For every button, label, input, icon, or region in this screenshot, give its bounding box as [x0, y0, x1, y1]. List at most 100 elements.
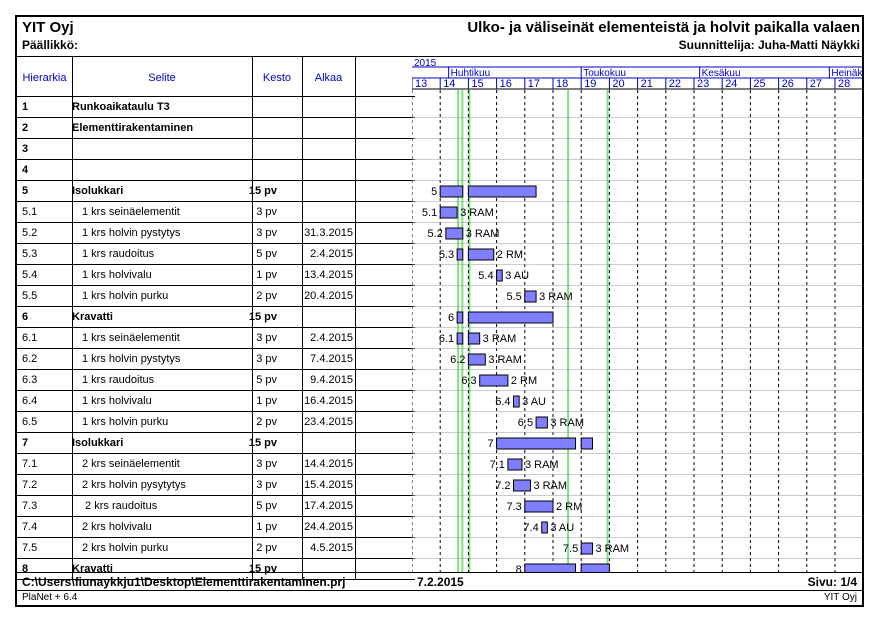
holiday-marker — [606, 90, 609, 572]
row-description: 2 krs raudoitus — [82, 500, 158, 512]
table-row[interactable]: 5.1 1 krs seinäelementit 3 pv — [17, 202, 415, 223]
row-start: 7.4.2015 — [310, 353, 353, 365]
row-hierarchy: 4 — [22, 164, 29, 176]
row-duration: 3 pv — [256, 227, 277, 239]
week-label: 28 — [838, 78, 850, 90]
row-duration: 2 pv — [256, 542, 277, 554]
row-duration — [242, 97, 277, 117]
table-row[interactable]: 6.4 1 krs holvivalu 1 pv 16.4.2015 — [17, 391, 415, 412]
row-duration: 1 pv — [256, 395, 277, 407]
bar-resource-label: 3 AU — [550, 522, 574, 534]
row-duration — [242, 118, 277, 138]
page-number: Sivu: 1/4 — [807, 575, 857, 589]
table-row[interactable]: 4 — [17, 160, 415, 181]
row-description: 2 krs holvin purku — [82, 542, 169, 554]
gantt-bar — [456, 248, 464, 261]
gantt-bar — [507, 458, 523, 471]
row-hierarchy: 7.2 — [22, 479, 38, 491]
table-row[interactable]: 6 Kravatti 15 pv — [17, 307, 415, 328]
gantt-bar — [467, 185, 537, 198]
table-row[interactable]: 5.5 1 krs holvin purku 2 pv 20.4.2015 — [17, 286, 415, 307]
row-duration: 3 pv — [256, 332, 277, 344]
row-start: 9.4.2015 — [310, 374, 353, 386]
week-label: 21 — [641, 78, 653, 90]
week-label: 14 — [443, 78, 455, 90]
bar-resource-label: 2 RM — [511, 375, 537, 387]
table-row[interactable]: 6.2 1 krs holvin pystytys 3 pv 7.4.2015 — [17, 349, 415, 370]
table-row[interactable]: 6.3 1 krs raudoitus 5 pv 9.4.2015 — [17, 370, 415, 391]
designer-label: Suunnittelija: Juha-Matti Näykki — [678, 38, 860, 52]
table-row[interactable]: 7.2 2 krs holvin pysytytys 3 pv 15.4.2015 — [17, 475, 415, 496]
gantt-bar — [580, 563, 610, 572]
bar-label: 5.4 — [478, 270, 493, 282]
row-start: 4.5.2015 — [310, 542, 353, 554]
week-label: 18 — [556, 78, 568, 90]
week-label: 24 — [725, 78, 737, 90]
column-header-description[interactable]: Selite — [148, 71, 176, 84]
table-row[interactable]: 6.5 1 krs holvin purku 2 pv 23.4.2015 — [17, 412, 415, 433]
column-header-duration[interactable]: Kesto — [262, 71, 292, 84]
row-description: Kravatti — [72, 311, 113, 323]
gantt-sheet: YIT Oyj Päällikkö: Ulko- ja väliseinät e… — [15, 15, 864, 607]
row-hierarchy: 7 — [22, 437, 29, 449]
row-hierarchy: 1 — [22, 101, 29, 113]
bar-label: 7.5 — [563, 543, 578, 555]
week-label: 13 — [415, 78, 427, 90]
table-row[interactable]: 7.4 2 krs holvivalu 1 pv 24.4.2015 — [17, 517, 415, 538]
row-description — [72, 160, 252, 180]
week-label: 17 — [528, 78, 540, 90]
row-hierarchy: 5.2 — [22, 227, 38, 239]
row-hierarchy: 5.1 — [22, 206, 38, 218]
row-start — [280, 307, 353, 327]
row-duration: 15 pv — [248, 311, 277, 323]
bar-resource-label: 3 RAM — [539, 291, 573, 303]
row-hierarchy: 7.3 — [22, 500, 38, 512]
gantt-bar — [467, 332, 481, 345]
bar-label: 5.5 — [507, 291, 522, 303]
row-description — [72, 139, 252, 159]
table-row[interactable]: 5 Isolukkari 15 pv — [17, 181, 415, 202]
row-start — [280, 97, 353, 117]
table-row[interactable]: 7.3 2 krs raudoitus 5 pv 17.4.2015 — [17, 496, 415, 517]
table-row[interactable]: 7 Isolukkari 15 pv — [17, 433, 415, 454]
table-row[interactable]: 7.5 2 krs holvin purku 2 pv 4.5.2015 — [17, 538, 415, 559]
table-row[interactable]: 7.1 2 krs seinäelementit 3 pv 14.4.2015 — [17, 454, 415, 475]
bar-resource-label: 3 RAM — [595, 543, 629, 555]
row-duration: 15 pv — [248, 437, 277, 449]
row-start: 31.3.2015 — [304, 227, 353, 239]
row-start: 2.4.2015 — [310, 248, 353, 260]
week-label: 26 — [782, 78, 794, 90]
row-start: 13.4.2015 — [304, 269, 353, 281]
table-row[interactable]: 5.3 1 krs raudoitus 5 pv 2.4.2015 — [17, 244, 415, 265]
row-hierarchy: 5.3 — [22, 248, 38, 260]
row-duration: 3 pv — [256, 206, 277, 218]
holiday-marker — [461, 90, 464, 572]
bar-label: 6.3 — [461, 375, 476, 387]
week-label: 25 — [753, 78, 765, 90]
row-hierarchy: 6 — [22, 311, 29, 323]
table-row[interactable]: 5.4 1 krs holvivalu 1 pv 13.4.2015 — [17, 265, 415, 286]
table-row[interactable]: 6.1 1 krs seinäelementit 3 pv 2.4.2015 — [17, 328, 415, 349]
table-row[interactable]: 2 Elementtirakentaminen — [17, 118, 415, 139]
row-hierarchy: 6.3 — [22, 374, 38, 386]
row-hierarchy: 8 — [22, 563, 29, 575]
holiday-marker — [567, 90, 570, 572]
bar-label: 7.1 — [490, 459, 505, 471]
row-hierarchy: 7.5 — [22, 542, 38, 554]
column-header-start[interactable]: Alkaa — [314, 71, 343, 84]
company-name: YIT Oyj — [22, 19, 74, 36]
month-label: Heinäkuu — [831, 68, 862, 79]
row-description: 1 krs holvin purku — [82, 416, 169, 428]
bar-label: 5.3 — [439, 249, 454, 261]
row-description: 1 krs holvin purku — [82, 290, 169, 302]
table-row[interactable]: 1 Runkoaikataulu T3 — [17, 97, 415, 118]
table-row[interactable]: 3 — [17, 139, 415, 160]
column-header-hierarchy[interactable]: Hierarkia — [22, 71, 67, 84]
file-path: C:\Users\fiunaykkju1\Desktop\Elementtira… — [22, 575, 346, 589]
row-duration: 3 pv — [256, 479, 277, 491]
table-row[interactable]: 5.2 1 krs holvin pystytys 3 pv 31.3.2015 — [17, 223, 415, 244]
gantt-bar — [524, 290, 537, 303]
row-duration: 5 pv — [256, 374, 277, 386]
row-duration: 2 pv — [256, 290, 277, 302]
row-duration: 15 pv — [248, 185, 277, 197]
